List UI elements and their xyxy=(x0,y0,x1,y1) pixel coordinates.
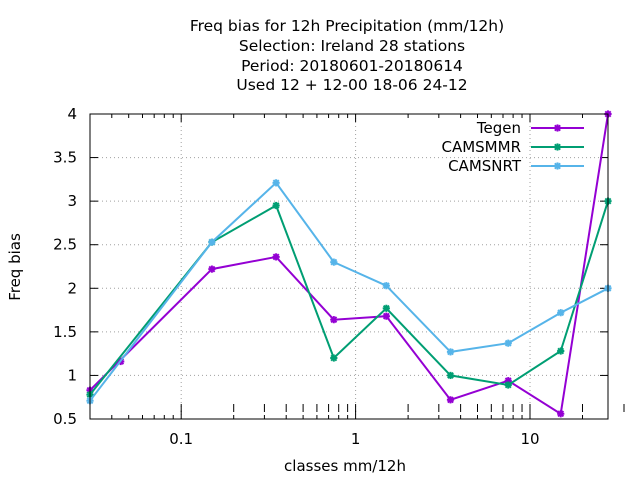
y-tick-label: 2.5 xyxy=(53,236,77,254)
data-point xyxy=(446,348,455,356)
chart-title: Freq bias for 12h Precipitation (mm/12h)… xyxy=(190,17,504,94)
x-tick-label: 1 xyxy=(351,430,361,448)
title-line-2: Selection: Ireland 28 stations xyxy=(239,37,465,55)
data-point xyxy=(504,381,512,389)
data-point xyxy=(504,339,512,347)
data-point xyxy=(557,410,565,418)
grid xyxy=(90,114,608,419)
plot-frame xyxy=(89,113,609,420)
x-axis-label: classes mm/12h xyxy=(284,457,406,475)
y-tick-label: 3.5 xyxy=(53,149,77,167)
data-point xyxy=(330,354,338,362)
y-tick-label: 3 xyxy=(67,192,77,210)
data-point xyxy=(382,304,390,312)
x-tick-label: 10 xyxy=(520,430,539,448)
data-point xyxy=(272,179,280,187)
data-point xyxy=(446,396,455,404)
legend-label: CAMSNRT xyxy=(448,157,522,175)
y-tick-label: 1 xyxy=(67,366,77,384)
series-camsnrt xyxy=(86,179,612,405)
legend-marker xyxy=(553,124,562,132)
series-line xyxy=(89,181,609,402)
y-tick-label: 1.5 xyxy=(53,323,77,341)
y-tick-label: 2 xyxy=(67,279,77,297)
title-line-1: Freq bias for 12h Precipitation (mm/12h) xyxy=(190,17,504,35)
y-axis-label: Freq bias xyxy=(6,233,24,301)
legend-label: CAMSMMR xyxy=(441,138,521,156)
series-lines xyxy=(86,110,612,418)
legend-marker xyxy=(553,143,562,151)
data-point xyxy=(208,265,216,273)
x-axis-ticks: 0.1 1 10 xyxy=(89,114,625,448)
series-camsmmr xyxy=(86,197,612,399)
data-point xyxy=(272,253,280,261)
series-tegen xyxy=(86,110,612,418)
data-point xyxy=(208,238,216,246)
data-point xyxy=(330,316,338,324)
title-line-3: Period: 20180601-20180614 xyxy=(241,57,463,75)
y-tick-label: 0.5 xyxy=(53,410,77,428)
data-point xyxy=(382,312,390,320)
legend-label: Tegen xyxy=(476,119,521,137)
data-point xyxy=(557,309,565,317)
x-tick-label: 0.1 xyxy=(169,430,193,448)
data-point xyxy=(382,282,390,290)
title-line-4: Used 12 + 12-00 18-06 24-12 xyxy=(236,76,467,94)
data-point xyxy=(446,371,455,380)
legend-marker xyxy=(553,162,562,170)
y-axis-ticks: 0.5 1 1.5 2 2.5 3 3.5 4 xyxy=(53,105,608,428)
data-point xyxy=(557,347,565,355)
y-tick-label: 4 xyxy=(67,105,77,123)
data-point xyxy=(330,258,338,266)
data-point xyxy=(272,201,280,210)
